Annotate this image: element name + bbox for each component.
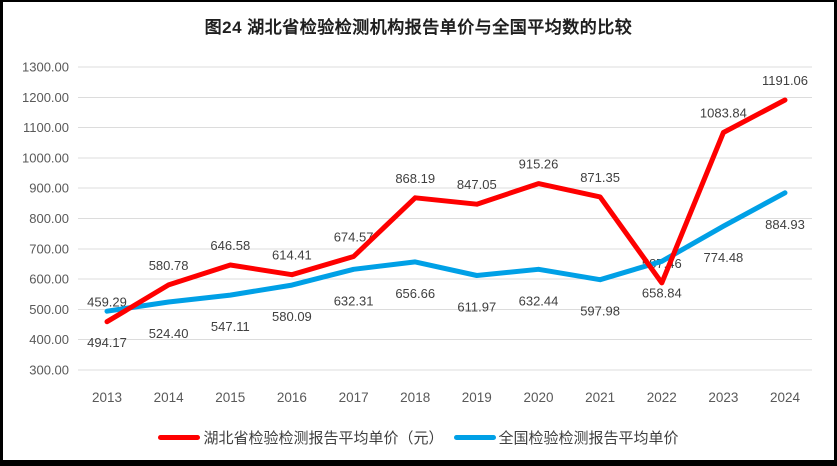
legend-line-swatch-hubei-avg-price [158, 434, 201, 440]
data-label-national-avg-price: 580.09 [272, 309, 312, 324]
data-label-national-avg-price: 884.93 [765, 217, 805, 232]
data-label-hubei-avg-price: 871.35 [580, 170, 620, 185]
legend-line-swatch-national-avg-price [453, 434, 496, 440]
data-label-national-avg-price: 524.40 [149, 326, 189, 341]
chart-legend: 湖北省检验检测报告平均单价（元） 全国检验检测报告平均单价 [3, 426, 834, 448]
data-label-hubei-avg-price: 580.78 [149, 258, 189, 273]
data-label-hubei-avg-price: 646.58 [210, 238, 250, 253]
legend-label-hubei-avg-price: 湖北省检验检测报告平均单价（元） [203, 429, 444, 447]
y-axis-tick-label: 1200.00 [22, 90, 69, 105]
data-label-hubei-avg-price: 1191.06 [762, 73, 808, 88]
data-label-national-avg-price: 774.48 [704, 250, 744, 265]
x-axis-tick-label: 2024 [770, 390, 801, 405]
x-axis-tick-label: 2023 [708, 390, 738, 405]
y-axis-tick-label: 400.00 [29, 332, 69, 347]
y-axis-tick-label: 1000.00 [22, 150, 69, 165]
legend-label-national-avg-price: 全国检验检测报告平均单价 [498, 429, 679, 447]
y-axis-tick-label: 300.00 [29, 363, 69, 378]
data-label-national-avg-price: 611.97 [457, 300, 496, 315]
x-axis-tick-label: 2018 [400, 390, 430, 405]
x-axis-tick-label: 2014 [154, 390, 185, 405]
x-axis-tick-label: 2015 [215, 390, 245, 405]
y-axis-tick-label: 700.00 [29, 241, 69, 256]
data-label-hubei-avg-price: 674.57 [334, 230, 374, 245]
legend-item-hubei-avg-price: 湖北省检验检测报告平均单价（元） [158, 427, 444, 448]
data-label-hubei-avg-price: 614.41 [272, 248, 312, 263]
x-axis-tick-label: 2019 [462, 390, 492, 405]
line-chart-plot: 300.00 400.00 500.00 600.00 700.00 800.00 900.… [22, 60, 812, 405]
x-axis-tick-label: 2020 [523, 390, 553, 405]
legend-item-national-avg-price: 全国检验检测报告平均单价 [453, 427, 679, 448]
y-axis-tick-label: 1100.00 [23, 120, 69, 135]
series-line-hubei-avg-price [104, 97, 788, 325]
y-axis-tick-label: 600.00 [29, 272, 69, 287]
series-line-national-avg-price [104, 190, 788, 314]
y-axis-tick-label: 900.00 [29, 181, 69, 196]
data-label-national-avg-price: 547.11 [211, 319, 250, 334]
data-label-hubei-avg-price: 1083.84 [700, 106, 747, 121]
x-axis-tick-label: 2017 [339, 390, 369, 405]
data-label-national-avg-price: 494.17 [87, 335, 127, 350]
data-label-hubei-avg-price: 847.05 [457, 177, 497, 192]
y-axis-tick-label: 800.00 [29, 211, 69, 226]
data-label-national-avg-price: 632.31 [334, 293, 374, 308]
data-label-hubei-avg-price: 868.19 [395, 171, 435, 186]
chart-title: 图24 湖北省检验检测机构报告单价与全国平均数的比较 [204, 18, 633, 37]
x-axis-tick-label: 2021 [585, 390, 615, 405]
data-label-national-avg-price: 658.84 [642, 285, 682, 300]
data-label-national-avg-price: 597.98 [580, 304, 620, 319]
x-axis-tick-label: 2022 [647, 390, 677, 405]
data-label-hubei-avg-price: 459.29 [87, 295, 127, 310]
data-label-national-avg-price: 632.44 [519, 293, 559, 308]
data-label-hubei-avg-price: 915.26 [519, 157, 559, 172]
x-axis-tick-label: 2013 [92, 390, 122, 405]
x-axis-tick-label: 2016 [277, 390, 307, 405]
y-axis-tick-label: 500.00 [29, 302, 69, 317]
data-label-national-avg-price: 656.66 [395, 286, 435, 301]
y-axis-tick-label: 1300.00 [22, 60, 69, 75]
